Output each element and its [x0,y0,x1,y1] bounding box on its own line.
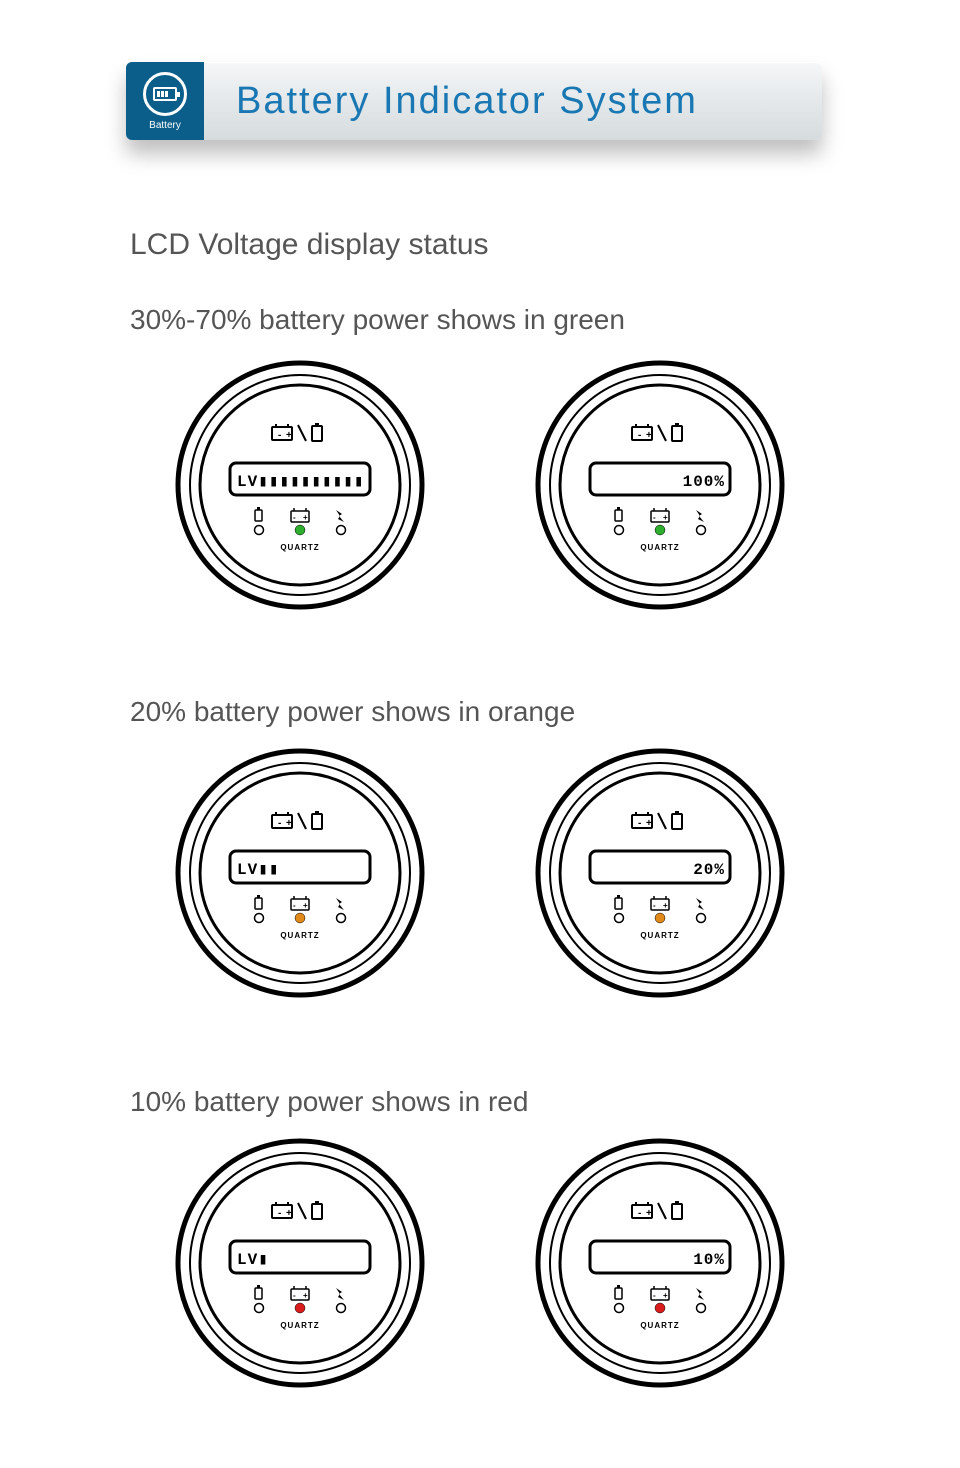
svg-text:-: - [293,901,296,910]
page-title: Battery Indicator System [236,80,698,123]
section-label: 30%-70% battery power shows in green [130,304,625,336]
svg-text:+: + [663,901,668,910]
gauge-row: - + LV▮▮▮▮▮▮▮▮▮▮ - + [0,360,960,610]
battery-badge: Battery [126,62,204,140]
svg-text:LV▮▮▮▮▮▮▮▮▮▮: LV▮▮▮▮▮▮▮▮▮▮ [237,473,365,491]
header-bar: Battery Battery Indicator System [126,62,822,140]
svg-text:+: + [663,1291,668,1300]
title-bar: Battery Indicator System [204,62,822,140]
svg-text:+: + [646,430,652,441]
svg-text:-: - [278,430,281,441]
svg-text:100%: 100% [683,473,725,491]
gauge: - + LV▮▮▮▮▮▮▮▮▮▮ - + [175,360,425,610]
section-label: 20% battery power shows in orange [130,696,575,728]
svg-text:+: + [303,901,308,910]
svg-text:+: + [646,1208,652,1219]
badge-label: Battery [149,120,181,131]
svg-text:-: - [278,1208,281,1219]
gauge-row: - + LV▮ - + [0,1138,960,1388]
gauge: - + 10% - + [535,1138,785,1388]
svg-text:-: - [638,1208,641,1219]
svg-text:-: - [653,901,656,910]
svg-text:QUARTZ: QUARTZ [640,543,679,552]
gauge: - + LV▮▮ - + [175,748,425,998]
svg-text:-: - [638,818,641,829]
svg-text:+: + [286,818,292,829]
svg-text:LV▮▮: LV▮▮ [237,861,279,879]
svg-text:QUARTZ: QUARTZ [640,931,679,940]
svg-text:20%: 20% [693,861,725,879]
subtitle: LCD Voltage display status [130,228,489,262]
svg-text:-: - [653,513,656,522]
gauge: - + 20% - + [535,748,785,998]
svg-text:+: + [286,1208,292,1219]
svg-text:+: + [303,513,308,522]
gauge: - + LV▮ - + [175,1138,425,1388]
section-label: 10% battery power shows in red [130,1086,528,1118]
gauge-row: - + LV▮▮ - + [0,748,960,998]
svg-text:+: + [663,513,668,522]
svg-text:LV▮: LV▮ [237,1251,269,1269]
svg-text:-: - [293,1291,296,1300]
svg-text:QUARTZ: QUARTZ [280,543,319,552]
svg-text:-: - [653,1291,656,1300]
svg-text:10%: 10% [693,1251,725,1269]
svg-text:-: - [293,513,296,522]
svg-text:+: + [303,1291,308,1300]
battery-icon [143,72,187,116]
svg-text:+: + [646,818,652,829]
svg-text:QUARTZ: QUARTZ [280,1321,319,1330]
svg-text:+: + [286,430,292,441]
gauge: - + 100% - + [535,360,785,610]
svg-text:-: - [638,430,641,441]
svg-text:QUARTZ: QUARTZ [640,1321,679,1330]
svg-text:QUARTZ: QUARTZ [280,931,319,940]
svg-text:-: - [278,818,281,829]
